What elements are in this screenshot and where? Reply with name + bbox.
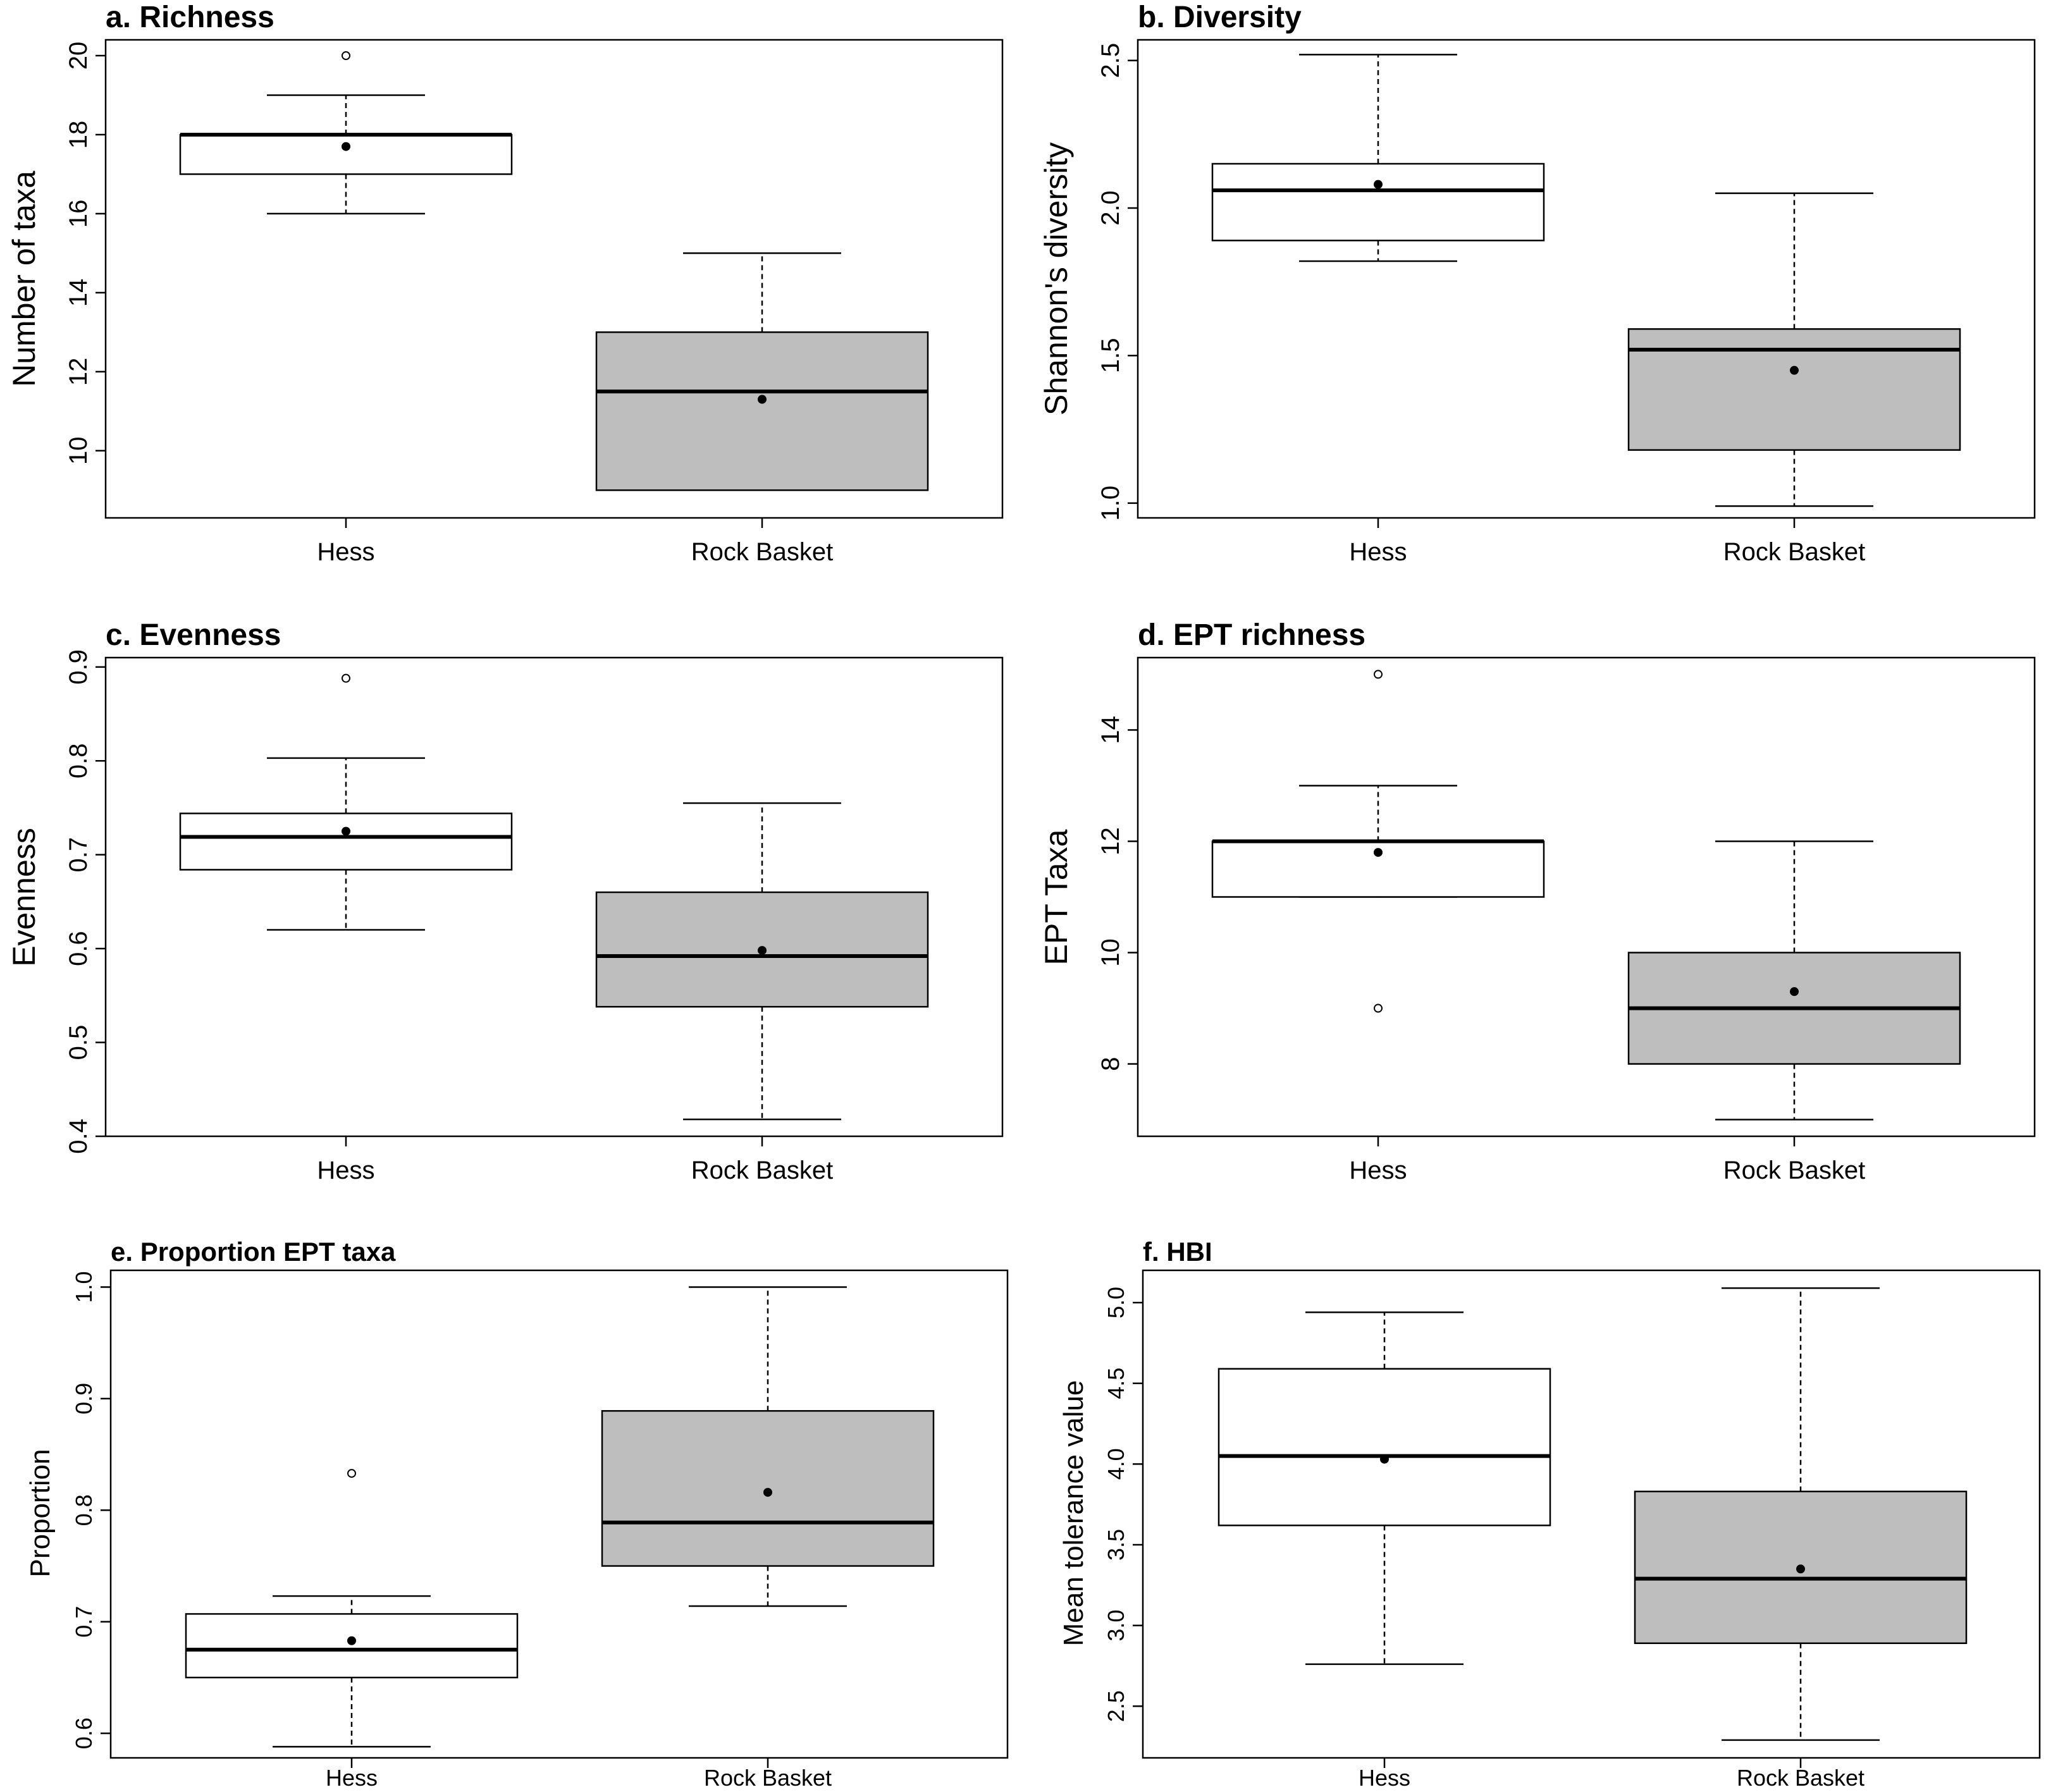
panel-c-category-rock-basket: Rock Basket xyxy=(691,1157,834,1184)
panel-c-title: c. Evenness xyxy=(106,618,281,652)
panel-e-ytick-label: 1.0 xyxy=(71,1271,97,1303)
panel-b-hess-box xyxy=(1211,163,1545,242)
panel-d-hess-mean-point xyxy=(1374,848,1383,857)
panel-f-hess-mean-point xyxy=(1380,1454,1389,1464)
panel-e-ytick-label: 0.7 xyxy=(71,1606,97,1638)
panel-d-hess-outlier-point xyxy=(1374,1003,1383,1013)
panel-f-ytick-label: 2.5 xyxy=(1103,1690,1129,1722)
panel-a-ytick-label: 10 xyxy=(65,437,92,465)
panel-e-hess-box xyxy=(185,1613,519,1679)
panel-a-hess-box xyxy=(179,133,513,175)
panel-c-category-hess: Hess xyxy=(317,1157,374,1184)
panel-b-hess-mean-point xyxy=(1374,180,1383,189)
panel-b-category-hess: Hess xyxy=(1349,538,1407,566)
panel-d-ylabel: EPT Taxa xyxy=(1038,829,1074,965)
panel-e-title: e. Proportion EPT taxa xyxy=(111,1237,396,1267)
panel-c-ytick-label: 0.6 xyxy=(65,931,92,966)
panel-f-ytick-label: 4.5 xyxy=(1103,1368,1129,1399)
panel-a-plot-frame xyxy=(104,39,1004,519)
panel-f-category-hess: Hess xyxy=(1359,1765,1410,1791)
panel-a-ylabel: Number of taxa xyxy=(6,171,42,387)
panel-c-ytick-label: 0.4 xyxy=(65,1119,92,1154)
panel-a-plot: 10 12 14 16 18 20 xyxy=(65,39,1004,528)
panel-f-rock-basket-mean-point xyxy=(1796,1564,1805,1574)
panel-b-title: b. Diversity xyxy=(1138,1,1302,34)
panel-c-ytick-label: 0.7 xyxy=(65,837,92,873)
panel-d-hess-outlier-point xyxy=(1374,670,1383,679)
panel-a-category-rock-basket: Rock Basket xyxy=(691,538,834,566)
panel-a-ytick-label: 18 xyxy=(65,121,92,149)
panel-a-ytick-label: 12 xyxy=(65,358,92,386)
panel-a-title: a. Richness xyxy=(106,1,274,34)
panel-a-richness: a. Richness Number of taxa Hess Rock Bas… xyxy=(6,1,833,566)
panel-a-hess-mean-point xyxy=(342,142,350,151)
panel-e-hess-outlier-point xyxy=(347,1469,356,1478)
panel-f-ylabel: Mean tolerance value xyxy=(1058,1380,1089,1647)
panel-a-rock-basket-box xyxy=(595,331,929,491)
panel-e-hess-mean-point xyxy=(347,1636,356,1645)
panel-f-plot: 2.5 3.0 3.5 4.0 4.5 5.0 xyxy=(1103,1269,2041,1768)
panel-a-ytick-label: 16 xyxy=(65,200,92,228)
panel-b-rock-basket-box xyxy=(1627,328,1961,451)
panel-d-ytick-label: 12 xyxy=(1097,827,1125,856)
panel-b-ylabel: Shannon's diversity xyxy=(1038,142,1074,415)
panel-f-ytick-label: 3.5 xyxy=(1103,1529,1129,1561)
panel-f-hbi: f. HBI Mean tolerance value Hess Rock Ba… xyxy=(1058,1237,1864,1791)
panel-a-ytick-label: 14 xyxy=(65,279,92,307)
panel-f-ytick-label: 4.0 xyxy=(1103,1448,1129,1480)
panel-e-category-hess: Hess xyxy=(326,1765,378,1791)
panel-b-plot-frame xyxy=(1137,39,2036,519)
panel-c-hess-outlier-point xyxy=(342,673,350,683)
panel-c-ytick-label: 0.5 xyxy=(65,1025,92,1060)
panel-e-ytick-label: 0.8 xyxy=(71,1494,97,1526)
panel-a-ytick-label: 20 xyxy=(65,42,92,70)
panel-e-plot-frame xyxy=(109,1269,1009,1759)
panel-e-ytick-label: 0.6 xyxy=(71,1717,97,1749)
panel-d-title: d. EPT richness xyxy=(1138,618,1365,652)
panel-e-ylabel: Proportion xyxy=(25,1449,56,1577)
panel-a-rock-basket-mean-point xyxy=(758,395,767,404)
panel-d-ytick-label: 8 xyxy=(1097,1057,1125,1071)
panel-c-hess-mean-point xyxy=(342,826,350,836)
panel-b-diversity: b. Diversity Shannon's diversity Hess Ro… xyxy=(1038,1,1865,566)
panel-e-proportion-ept: e. Proportion EPT taxa Proportion Hess R… xyxy=(25,1237,832,1791)
panel-f-ytick-label: 3.0 xyxy=(1103,1610,1129,1642)
panel-c-evenness: c. Evenness Evenness Hess Rock Basket xyxy=(6,618,833,1184)
panel-c-plot-frame xyxy=(104,656,1004,1138)
panel-d-ept-richness: d. EPT richness EPT Taxa Hess Rock Baske… xyxy=(1038,618,1865,1184)
panel-d-ytick-label: 14 xyxy=(1097,716,1125,744)
panel-b-plot: 1.0 1.5 2.0 2.5 xyxy=(1097,39,2036,528)
panel-c-ylabel: Evenness xyxy=(6,828,42,967)
panel-c-ytick-label: 0.8 xyxy=(65,743,92,778)
panel-c-ytick-label: 0.9 xyxy=(65,649,92,685)
panel-b-category-rock-basket: Rock Basket xyxy=(1723,538,1866,566)
panel-d-rock-basket-mean-point xyxy=(1790,987,1799,997)
panel-b-rock-basket-mean-point xyxy=(1790,365,1799,375)
panel-d-plot-frame xyxy=(1137,656,2036,1138)
panel-e-plot: 0.6 0.7 0.8 0.9 1.0 xyxy=(71,1269,1009,1768)
panel-f-ytick-label: 5.0 xyxy=(1103,1287,1129,1318)
panel-d-ytick-label: 10 xyxy=(1097,938,1125,967)
panel-b-ytick-label: 2.5 xyxy=(1097,43,1125,78)
panel-f-title: f. HBI xyxy=(1143,1237,1212,1267)
panel-c-rock-basket-mean-point xyxy=(758,946,767,955)
panel-a-category-hess: Hess xyxy=(317,538,374,566)
panel-e-rock-basket-mean-point xyxy=(763,1488,772,1497)
panel-c-hess-box xyxy=(179,813,513,871)
panel-f-category-rock-basket: Rock Basket xyxy=(1737,1765,1864,1791)
panel-b-ytick-label: 1.5 xyxy=(1097,338,1125,374)
panel-b-ytick-label: 1.0 xyxy=(1097,486,1125,521)
panel-a-hess-outlier-point xyxy=(342,51,350,60)
panel-d-category-hess: Hess xyxy=(1349,1157,1407,1184)
panel-d-category-rock-basket: Rock Basket xyxy=(1723,1157,1866,1184)
panel-f-plot-frame xyxy=(1142,1269,2041,1759)
panel-d-plot: 8 10 12 14 xyxy=(1097,656,2036,1146)
panel-c-plot: 0.4 0.5 0.6 0.7 0.8 0.9 xyxy=(65,649,1004,1154)
panel-e-ytick-label: 0.9 xyxy=(71,1383,97,1415)
panel-e-category-rock-basket: Rock Basket xyxy=(704,1765,832,1791)
panel-f-hess-box xyxy=(1217,1368,1551,1526)
panel-b-ytick-label: 2.0 xyxy=(1097,190,1125,226)
